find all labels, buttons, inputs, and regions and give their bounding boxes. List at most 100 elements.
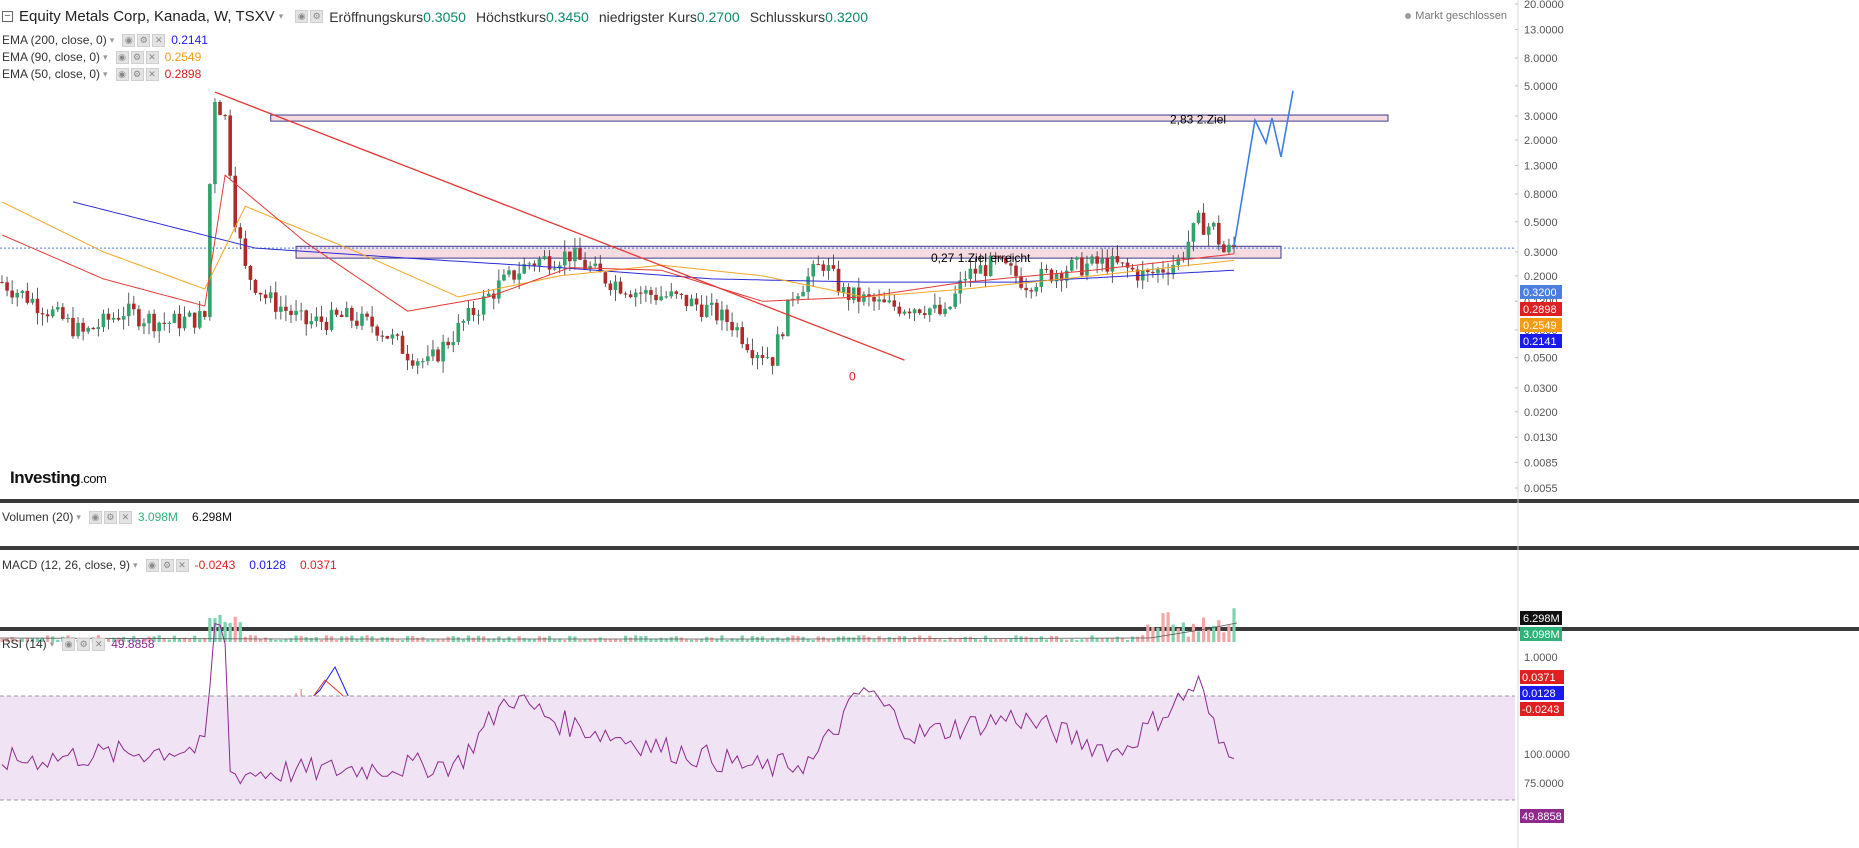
- volume-bar: [821, 636, 825, 642]
- volume-bar: [786, 636, 790, 642]
- legend-volume[interactable]: Volumen (20) ▾ ◉ ⚙ ✕ 3.098M 6.298M: [2, 510, 232, 524]
- volume-bar: [375, 638, 379, 642]
- annotation-label: 0,27 1.Ziel erreicht: [931, 251, 1031, 265]
- settings-icon[interactable]: ⚙: [160, 558, 174, 572]
- eye-icon[interactable]: ◉: [295, 10, 309, 23]
- legend-ema90[interactable]: EMA (90, close, 0) ▾ ◉ ⚙ ✕ 0.2549: [2, 50, 201, 64]
- annotation-label: 2,83 2.Ziel: [1170, 112, 1226, 126]
- candle: [1211, 222, 1216, 227]
- close-icon[interactable]: ✕: [92, 637, 106, 651]
- legend-ema50[interactable]: EMA (50, close, 0) ▾ ◉ ⚙ ✕ 0.2898: [2, 67, 201, 81]
- volume-bar: [527, 638, 531, 642]
- volume-bar: [958, 637, 962, 642]
- candle: [132, 303, 136, 310]
- candle: [1125, 262, 1130, 268]
- close-icon[interactable]: ✕: [118, 510, 132, 524]
- volume-badge-label: 3.098M: [1523, 629, 1560, 641]
- settings-icon[interactable]: ⚙: [310, 10, 324, 23]
- candle: [86, 327, 90, 332]
- candle: [791, 298, 795, 300]
- volume-bar: [1075, 639, 1079, 642]
- volume-bar: [395, 639, 400, 642]
- volume-bar: [1115, 636, 1119, 642]
- legend-macd[interactable]: MACD (12, 26, close, 9) ▾ ◉ ⚙ ✕ -0.0243 0.…: [2, 558, 337, 572]
- candle: [339, 314, 344, 317]
- chevron-down-icon[interactable]: ▾: [278, 11, 284, 21]
- candle: [35, 298, 40, 314]
- candle: [517, 273, 521, 280]
- collapse-icon[interactable]: –: [2, 11, 13, 22]
- candle: [948, 306, 952, 309]
- indicator-name: EMA (90, close, 0): [2, 50, 101, 64]
- volume-bar: [613, 639, 618, 642]
- candle: [542, 256, 547, 260]
- candle: [912, 309, 917, 314]
- eye-icon[interactable]: ◉: [122, 33, 136, 47]
- candle: [385, 336, 390, 339]
- legend-rsi[interactable]: RSI (14) ▾ ◉ ⚙ ✕ 49.8858: [2, 637, 155, 651]
- rsi-band: [0, 696, 1515, 800]
- eye-icon[interactable]: ◉: [62, 637, 76, 651]
- eye-icon[interactable]: ◉: [115, 67, 129, 81]
- candle: [233, 175, 238, 228]
- candle: [1171, 264, 1175, 275]
- candle: [1044, 268, 1049, 270]
- candle: [993, 255, 998, 258]
- settings-icon[interactable]: ⚙: [103, 510, 117, 524]
- chevron-down-icon[interactable]: ▾: [109, 34, 115, 45]
- settings-icon[interactable]: ⚙: [130, 50, 144, 64]
- candle: [613, 281, 618, 291]
- settings-icon[interactable]: ⚙: [130, 67, 144, 81]
- chevron-down-icon[interactable]: ▾: [133, 559, 138, 570]
- volume-bar: [654, 638, 658, 642]
- volume-bar: [852, 637, 856, 642]
- eye-icon[interactable]: ◉: [88, 510, 102, 524]
- candle: [441, 341, 445, 362]
- close-icon[interactable]: ✕: [152, 33, 166, 47]
- settings-icon[interactable]: ⚙: [77, 637, 91, 651]
- candle: [644, 290, 648, 294]
- close-icon[interactable]: ✕: [145, 50, 159, 64]
- price-badge-label: 0.2549: [1523, 320, 1557, 332]
- volume-bar: [1110, 638, 1114, 642]
- volume-bar: [1171, 624, 1175, 642]
- close-icon[interactable]: ✕: [145, 67, 159, 81]
- candle: [679, 293, 684, 295]
- volume-bar: [826, 638, 831, 642]
- volume-bar: [436, 639, 440, 642]
- chevron-down-icon[interactable]: ▾: [49, 638, 55, 649]
- volume-bar: [35, 638, 40, 642]
- candle: [770, 357, 775, 366]
- chevron-down-icon[interactable]: ▾: [103, 51, 108, 62]
- candle: [603, 272, 608, 284]
- volume-bar: [46, 635, 50, 642]
- volume-bar: [943, 639, 947, 642]
- y-tick-label: 0.0200: [1524, 407, 1558, 419]
- candle: [471, 307, 476, 316]
- legend-ema200[interactable]: EMA (200, close, 0) ▾ ◉ ⚙ ✕ 0.2141: [2, 33, 208, 47]
- candle: [299, 310, 303, 312]
- candle: [1191, 223, 1196, 242]
- volume-bar: [1166, 612, 1170, 642]
- candle: [735, 327, 739, 331]
- candle: [821, 264, 826, 271]
- volume-bar: [117, 637, 121, 642]
- candle: [197, 311, 202, 328]
- volume-bar: [603, 638, 607, 642]
- close-icon[interactable]: ✕: [175, 558, 189, 572]
- settings-icon[interactable]: ⚙: [137, 33, 151, 47]
- rsi-badge: [1520, 809, 1564, 823]
- chevron-down-icon[interactable]: ▾: [76, 511, 81, 522]
- y-tick-label: 0.0085: [1524, 457, 1558, 469]
- eye-icon[interactable]: ◉: [115, 50, 129, 64]
- chevron-down-icon[interactable]: ▾: [103, 68, 108, 79]
- volume-bar: [923, 638, 927, 642]
- y-tick-label: 20.0000: [1524, 0, 1564, 11]
- volume-bar: [187, 638, 192, 642]
- candle: [329, 309, 334, 330]
- eye-icon[interactable]: ◉: [145, 558, 159, 572]
- volume-bar: [1065, 639, 1069, 642]
- candle: [928, 308, 932, 316]
- candle: [172, 313, 177, 323]
